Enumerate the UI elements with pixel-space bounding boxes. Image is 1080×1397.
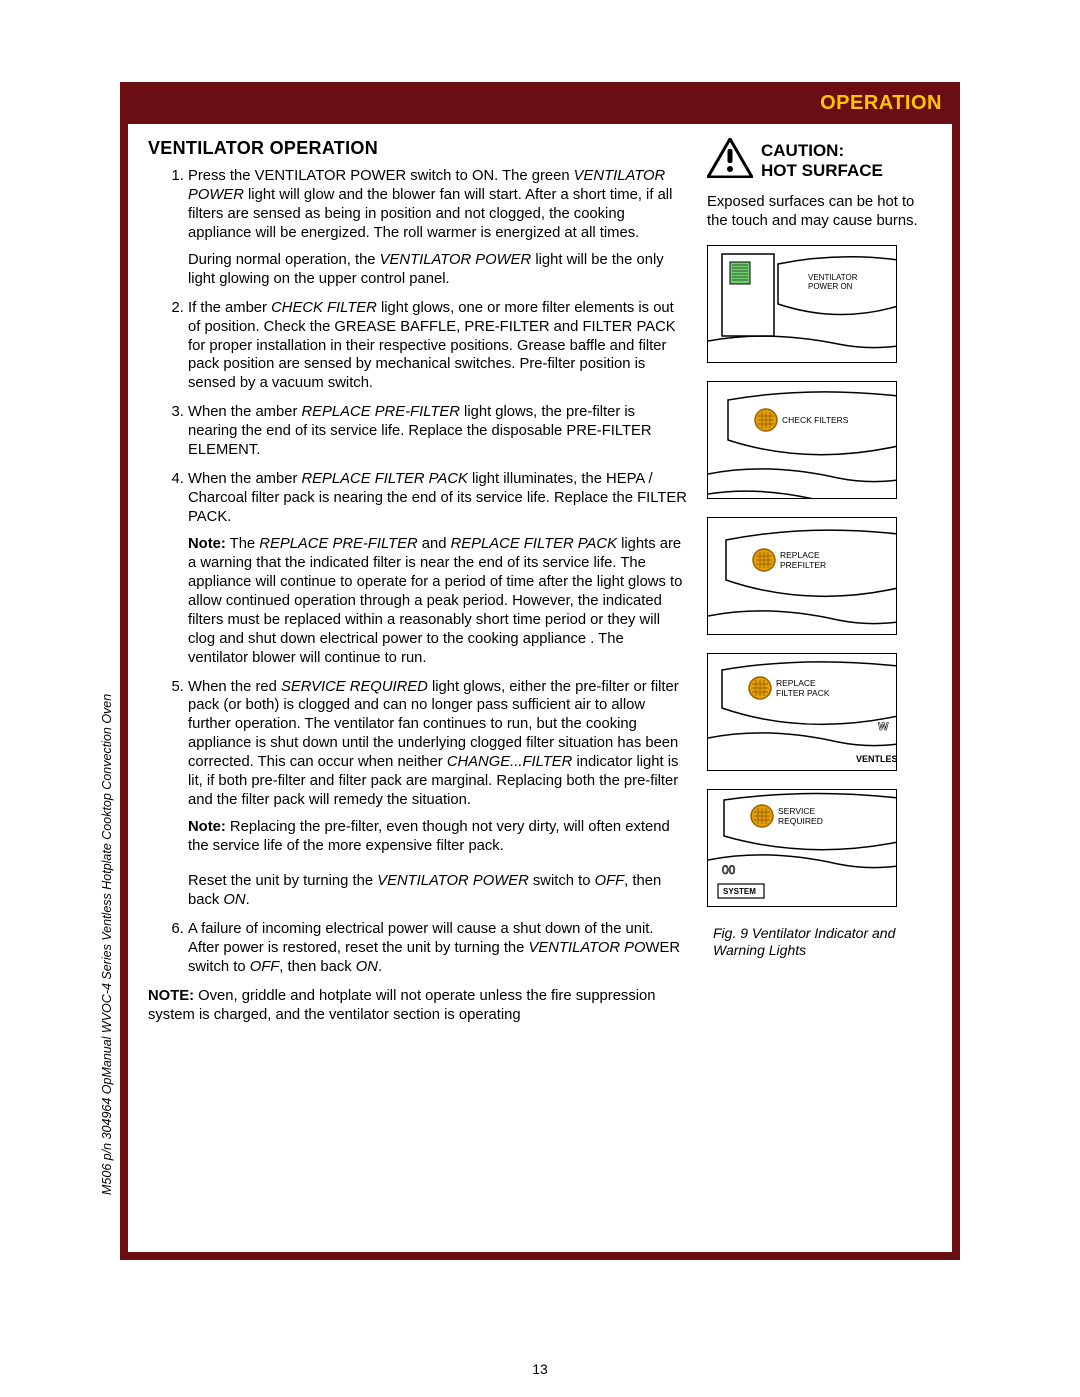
caution-body: Exposed surfaces can be hot to the touch…	[707, 193, 932, 231]
svg-text:00: 00	[722, 863, 736, 877]
vertical-doc-id: M506 p/n 304964 OpManual WVOC-4 Series V…	[100, 694, 114, 1195]
svg-text:VENTILATOR: VENTILATOR	[808, 273, 858, 282]
final-note: NOTE: Oven, griddle and hotplate will no…	[148, 987, 687, 1025]
section-header: OPERATION	[120, 82, 960, 124]
svg-text:REQUIRED: REQUIRED	[778, 816, 823, 826]
svg-text:W: W	[878, 721, 889, 733]
indicator-panel-power-on: VENTILATOR POWER ON	[707, 245, 897, 363]
operation-steps: Press the VENTILATOR POWER switch to ON.…	[148, 167, 687, 977]
indicator-panel-check-filters: CHECK FILTERS	[707, 381, 897, 499]
sidebar-column: CAUTION: HOT SURFACE Exposed surfaces ca…	[707, 138, 932, 1025]
svg-text:REPLACE: REPLACE	[780, 550, 820, 560]
indicator-panel-replace-filter-pack: REPLACE FILTER PACK W VENTLES	[707, 653, 897, 771]
svg-text:SYSTEM: SYSTEM	[723, 887, 756, 896]
svg-text:SERVICE: SERVICE	[778, 806, 815, 816]
main-text-column: VENTILATOR OPERATION Press the VENTILATO…	[148, 138, 687, 1025]
svg-text:PREFILTER: PREFILTER	[780, 560, 826, 570]
warning-icon	[707, 138, 753, 183]
page-title: VENTILATOR OPERATION	[148, 138, 687, 159]
step-2: If the amber CHECK FILTER light glows, o…	[188, 299, 687, 394]
figure-caption: Fig. 9 Ventilator Indicator and Warning …	[707, 925, 932, 960]
indicator-panel-service-required: SERVICE REQUIRED 00 SYSTEM	[707, 789, 897, 907]
svg-text:POWER ON: POWER ON	[808, 282, 853, 291]
caution-heading: CAUTION: HOT SURFACE	[707, 138, 932, 183]
indicator-panel-replace-prefilter: REPLACE PREFILTER	[707, 517, 897, 635]
section-header-label: OPERATION	[820, 92, 942, 114]
svg-text:CHECK FILTERS: CHECK FILTERS	[782, 415, 849, 425]
page-number: 13	[0, 1361, 1080, 1377]
step-1: Press the VENTILATOR POWER switch to ON.…	[188, 167, 687, 289]
step-4: When the amber REPLACE FILTER PACK light…	[188, 470, 687, 667]
caution-title: CAUTION: HOT SURFACE	[761, 141, 883, 180]
step-5: When the red SERVICE REQUIRED light glow…	[188, 678, 687, 910]
svg-text:REPLACE: REPLACE	[776, 678, 816, 688]
svg-text:VENTLES: VENTLES	[856, 754, 897, 764]
svg-text:FILTER PACK: FILTER PACK	[776, 688, 830, 698]
step-6: A failure of incoming electrical power w…	[188, 920, 687, 977]
step-3: When the amber REPLACE PRE-FILTER light …	[188, 403, 687, 460]
page-frame: OPERATION VENTILATOR OPERATION Press the…	[120, 82, 960, 1260]
page-content: VENTILATOR OPERATION Press the VENTILATO…	[128, 124, 952, 1252]
